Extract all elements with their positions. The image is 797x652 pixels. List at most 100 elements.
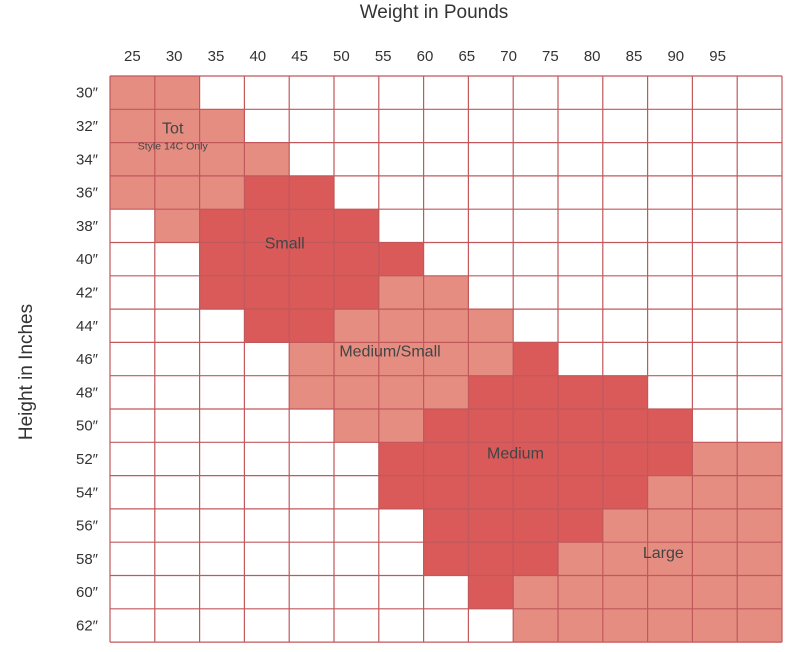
cell-empty xyxy=(423,575,469,609)
cell-small xyxy=(199,275,245,310)
cell-empty xyxy=(513,275,558,310)
y-tick-label: 42″ xyxy=(76,284,99,301)
x-tick-label: 30 xyxy=(166,48,183,65)
cell-empty xyxy=(602,309,648,343)
cell-medium xyxy=(378,475,424,509)
cell-medium-small xyxy=(423,342,469,376)
cell-empty xyxy=(737,375,782,409)
cell-empty xyxy=(647,275,693,310)
x-tick-label: 75 xyxy=(542,48,559,65)
cell-medium xyxy=(513,442,558,476)
cell-small xyxy=(244,209,290,243)
cell-empty xyxy=(154,442,200,476)
cell-tot xyxy=(110,109,155,143)
cell-empty xyxy=(334,542,379,576)
cell-empty xyxy=(737,342,782,376)
cell-empty xyxy=(289,409,334,443)
cell-empty xyxy=(244,542,290,576)
cell-empty xyxy=(692,409,738,443)
cell-large xyxy=(692,608,738,643)
cell-small xyxy=(334,242,379,276)
cell-medium xyxy=(423,442,469,476)
cell-empty xyxy=(692,309,738,343)
cell-empty xyxy=(558,142,603,176)
cell-medium xyxy=(647,409,693,443)
y-tick-label: 36″ xyxy=(76,185,99,202)
cell-empty xyxy=(513,175,558,210)
zone-label: Small xyxy=(265,236,305,253)
cell-empty xyxy=(692,209,738,243)
x-axis-title: Weight in Pounds xyxy=(359,2,509,23)
cell-empty xyxy=(647,142,693,176)
cell-medium xyxy=(468,409,514,443)
cell-empty xyxy=(334,508,379,543)
cell-empty xyxy=(110,575,155,609)
cell-empty xyxy=(154,542,200,576)
cell-empty xyxy=(199,442,245,476)
cell-empty xyxy=(378,209,424,243)
y-tick-label: 30″ xyxy=(76,85,99,102)
cell-tot xyxy=(154,76,200,110)
cell-empty xyxy=(334,575,379,609)
cell-empty xyxy=(110,608,155,643)
cell-empty xyxy=(423,76,469,110)
cell-large xyxy=(647,508,693,543)
zone-label: Medium/Small xyxy=(339,344,440,361)
cell-large xyxy=(692,575,738,609)
x-tick-labels: 25 30 35 40 45 50 55 60 65 70 75 80 85 90 95 xyxy=(124,48,726,65)
cell-large xyxy=(602,542,648,576)
cell-empty xyxy=(110,542,155,576)
zone-label: Tot xyxy=(162,121,184,138)
cell-empty xyxy=(468,142,514,176)
cell-medium xyxy=(423,409,469,443)
cell-empty xyxy=(110,309,155,343)
cell-medium-small xyxy=(334,409,379,443)
cell-empty xyxy=(737,309,782,343)
cell-small xyxy=(289,175,334,210)
cell-empty xyxy=(154,309,200,343)
cell-medium-small xyxy=(289,342,334,376)
cell-small xyxy=(244,275,290,310)
cell-medium xyxy=(423,508,469,543)
y-tick-label: 54″ xyxy=(76,484,99,501)
cell-empty xyxy=(154,275,200,310)
cell-empty xyxy=(154,475,200,509)
cell-empty xyxy=(244,608,290,643)
cell-medium xyxy=(558,375,603,409)
cell-empty xyxy=(423,209,469,243)
cell-medium xyxy=(602,442,648,476)
y-tick-label: 48″ xyxy=(76,384,99,401)
cell-empty xyxy=(737,275,782,310)
cell-empty xyxy=(647,375,693,409)
cell-empty xyxy=(737,209,782,243)
cell-empty xyxy=(692,275,738,310)
x-tick-label: 40 xyxy=(249,48,266,65)
cell-empty xyxy=(602,275,648,310)
cell-large xyxy=(647,542,693,576)
cell-empty xyxy=(378,76,424,110)
cell-empty xyxy=(334,142,379,176)
cell-tot xyxy=(199,142,245,176)
cell-large xyxy=(737,442,782,476)
x-tick-label: 95 xyxy=(709,48,726,65)
chart-cells xyxy=(110,76,782,643)
cell-empty xyxy=(110,508,155,543)
x-tick-label: 85 xyxy=(626,48,643,65)
cell-medium xyxy=(513,475,558,509)
y-tick-label: 62″ xyxy=(76,617,99,634)
x-tick-label: 25 xyxy=(124,48,141,65)
cell-medium xyxy=(602,409,648,443)
cell-empty xyxy=(244,342,290,376)
cell-large xyxy=(558,575,603,609)
cell-empty xyxy=(737,109,782,143)
cell-small xyxy=(334,209,379,243)
cell-large xyxy=(602,508,648,543)
cell-empty xyxy=(423,608,469,643)
cell-empty xyxy=(199,542,245,576)
cell-empty xyxy=(244,475,290,509)
cell-small xyxy=(334,275,379,310)
cell-empty xyxy=(468,76,514,110)
cell-small xyxy=(244,309,290,343)
cell-medium xyxy=(558,508,603,543)
zone-label: Medium xyxy=(487,445,544,462)
